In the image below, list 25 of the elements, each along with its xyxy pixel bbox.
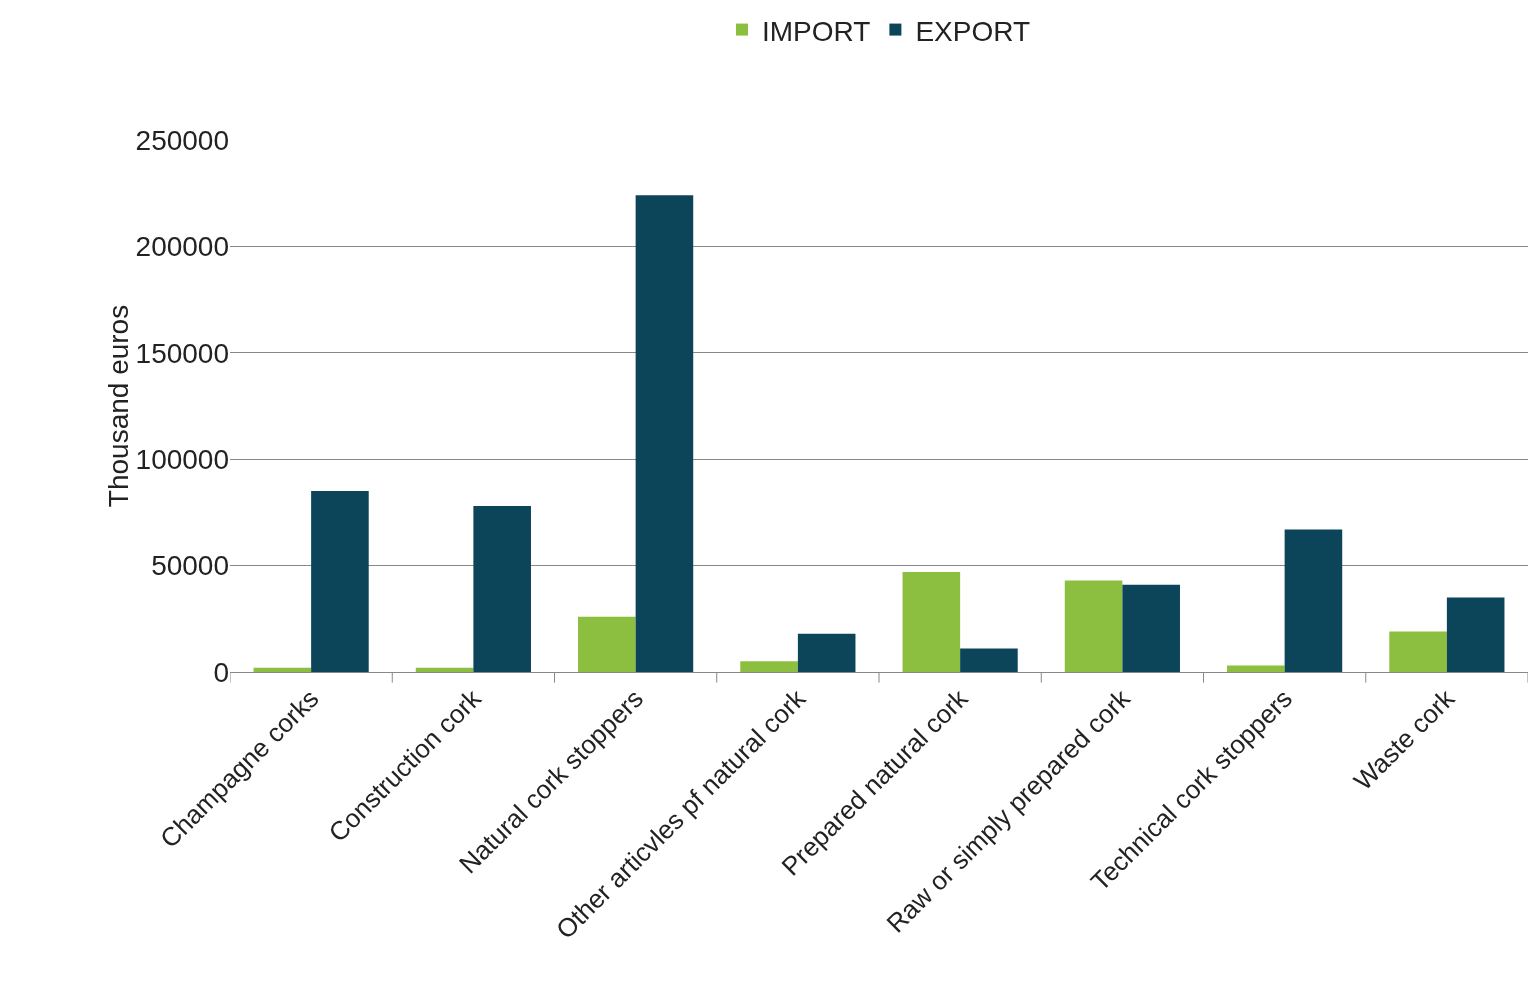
y-tick-label: 150000: [135, 337, 229, 369]
bar: [415, 667, 474, 672]
bar: [578, 616, 636, 672]
bar: [902, 571, 961, 672]
bar: [253, 667, 312, 672]
bar: [1122, 584, 1180, 672]
y-tick-label: 250000: [135, 124, 229, 156]
bar: [740, 661, 798, 672]
legend-label: IMPORT: [762, 15, 871, 47]
bar: [635, 195, 694, 672]
bar: [960, 648, 1018, 672]
legend-label: EXPORT: [915, 15, 1031, 47]
y-tick-label: 0: [213, 656, 229, 688]
y-tick-label: 100000: [135, 444, 229, 475]
bar: [1389, 631, 1447, 672]
bar: [1227, 665, 1285, 672]
y-axis-title: Thousand euros: [102, 304, 134, 508]
bar: [797, 633, 856, 672]
bar: [1446, 597, 1505, 672]
bar: [473, 506, 531, 672]
bar: [1284, 529, 1343, 672]
bar: [1064, 580, 1123, 672]
y-tick-label: 200000: [135, 231, 229, 263]
y-tick-label: 50000: [151, 550, 229, 582]
bar: [311, 491, 369, 672]
